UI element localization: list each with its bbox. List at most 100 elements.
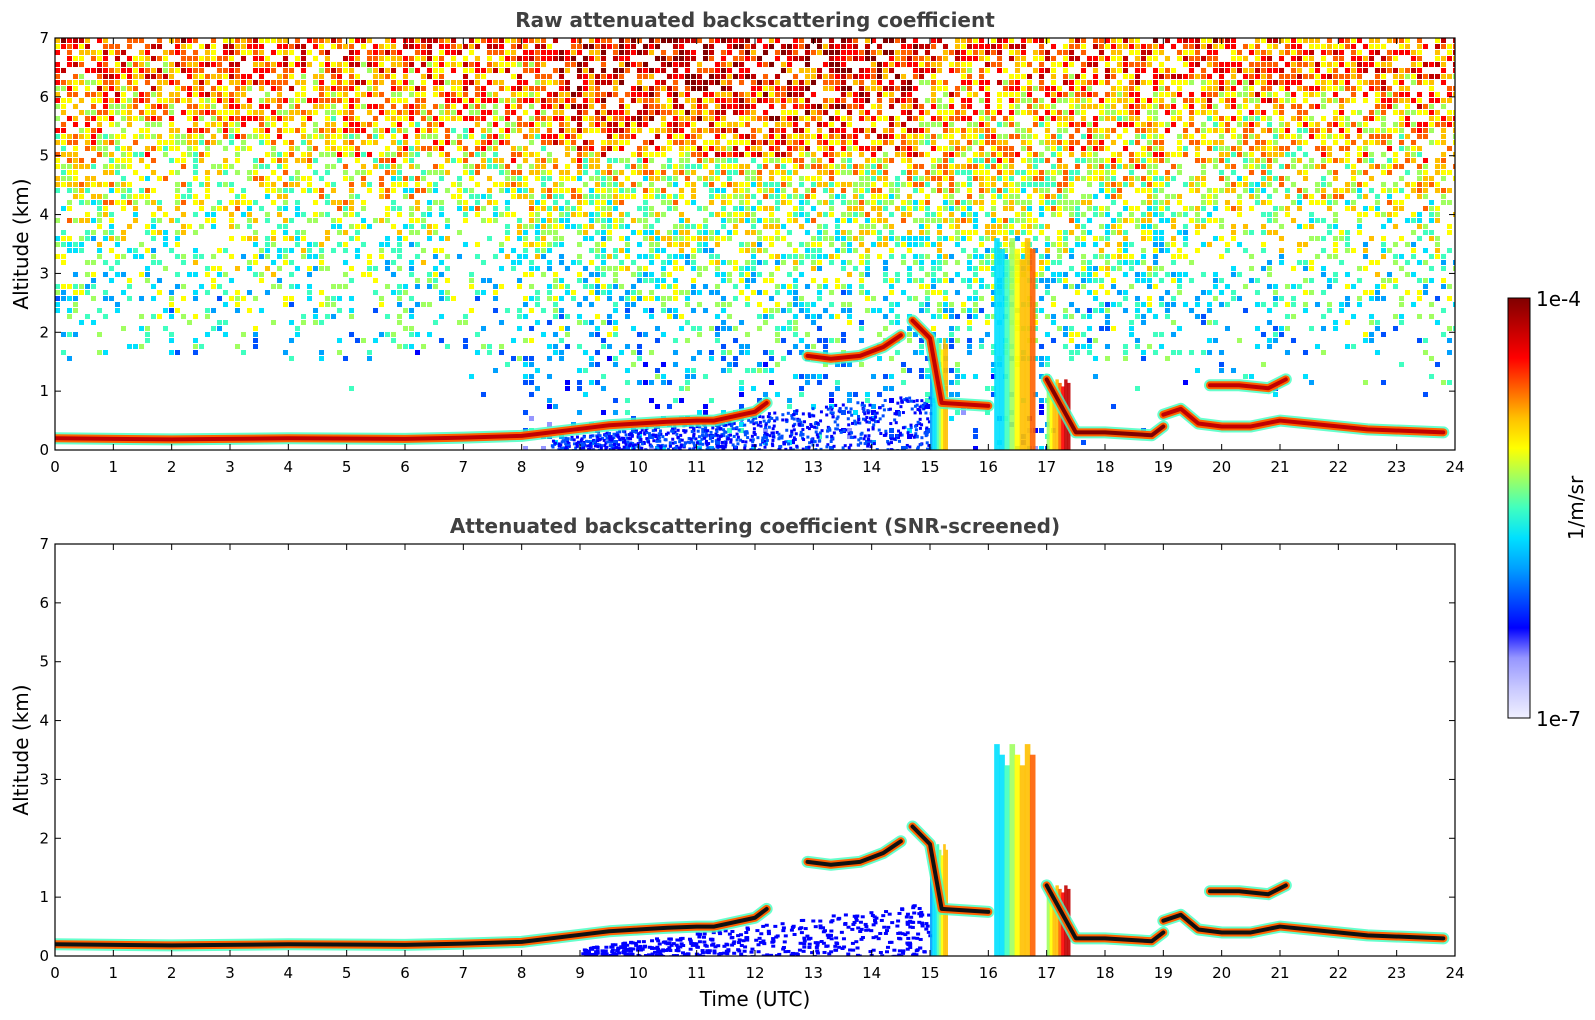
noise-cell xyxy=(1189,176,1194,181)
noise-cell xyxy=(1063,128,1068,133)
noise-cell xyxy=(925,44,930,49)
noise-cell xyxy=(1177,212,1182,217)
noise-cell xyxy=(1429,176,1434,181)
noise-cell xyxy=(1195,212,1200,217)
noise-cell xyxy=(1267,176,1272,181)
noise-cell xyxy=(1057,50,1062,55)
noise-cell xyxy=(421,74,426,79)
noise-cell xyxy=(1195,128,1200,133)
noise-cell xyxy=(307,50,312,55)
noise-cell xyxy=(283,68,288,73)
noise-cell xyxy=(913,206,918,211)
noise-cell xyxy=(457,158,462,163)
noise-cell xyxy=(379,74,384,79)
noise-cell xyxy=(1351,170,1356,175)
noise-cell xyxy=(463,200,468,205)
noise-cell xyxy=(961,152,966,157)
noise-cell xyxy=(955,44,960,49)
noise-cell xyxy=(67,86,72,91)
noise-cell xyxy=(1249,44,1254,49)
noise-cell xyxy=(703,140,708,145)
noise-cell xyxy=(1231,92,1236,97)
noise-cell xyxy=(1213,146,1218,151)
noise-cell xyxy=(619,44,624,49)
noise-cell xyxy=(529,86,534,91)
noise-cell xyxy=(1021,200,1026,205)
noise-cell xyxy=(931,68,936,73)
noise-cell xyxy=(1357,194,1362,199)
noise-cell xyxy=(1021,170,1026,175)
noise-cell xyxy=(679,152,684,157)
noise-cell xyxy=(97,116,102,121)
noise-cell xyxy=(1363,152,1368,157)
noise-cell xyxy=(247,212,252,217)
noise-cell xyxy=(205,212,210,217)
noise-cell xyxy=(1429,92,1434,97)
noise-cell xyxy=(991,50,996,55)
noise-cell xyxy=(289,68,294,73)
noise-cell xyxy=(313,98,318,103)
noise-cell xyxy=(649,116,654,121)
noise-cell xyxy=(361,80,366,85)
noise-cell xyxy=(1453,92,1455,97)
noise-cell xyxy=(1333,92,1338,97)
noise-cell xyxy=(583,44,588,49)
noise-cell xyxy=(877,176,882,181)
panel-raw: Raw attenuated backscattering coefficien… xyxy=(9,8,1465,476)
noise-cell xyxy=(1063,44,1068,49)
noise-cell xyxy=(679,110,684,115)
noise-cell xyxy=(565,206,570,211)
noise-cell xyxy=(655,176,660,181)
noise-cell xyxy=(1237,122,1242,127)
noise-cell xyxy=(277,80,282,85)
noise-cell xyxy=(1285,44,1290,49)
noise-cell xyxy=(73,62,78,67)
noise-cell xyxy=(703,104,708,109)
noise-cell xyxy=(397,62,402,67)
noise-cell xyxy=(991,194,996,199)
noise-cell xyxy=(283,98,288,103)
noise-cell xyxy=(187,152,192,157)
noise-cell xyxy=(775,170,780,175)
noise-cell xyxy=(1441,194,1446,199)
noise-cell xyxy=(181,38,186,43)
noise-cell xyxy=(613,200,618,205)
noise-cell xyxy=(151,92,156,97)
noise-cell xyxy=(979,98,984,103)
noise-cell xyxy=(229,116,234,121)
noise-cell xyxy=(931,56,936,61)
noise-cell xyxy=(739,104,744,109)
noise-cell xyxy=(1351,200,1356,205)
noise-cell xyxy=(745,74,750,79)
noise-cell xyxy=(1141,146,1146,151)
noise-cell xyxy=(835,140,840,145)
noise-cell xyxy=(1027,104,1032,109)
noise-cell xyxy=(493,140,498,145)
noise-cell xyxy=(175,80,180,85)
noise-cell xyxy=(799,176,804,181)
noise-cell xyxy=(721,200,726,205)
noise-cell xyxy=(541,164,546,169)
noise-cell xyxy=(1099,116,1104,121)
noise-cell xyxy=(1141,98,1146,103)
noise-cell xyxy=(223,158,228,163)
noise-cell xyxy=(535,44,540,49)
noise-cell xyxy=(541,170,546,175)
noise-cell xyxy=(733,170,738,175)
noise-cell xyxy=(859,50,864,55)
noise-cell xyxy=(1039,56,1044,61)
noise-cell xyxy=(325,92,330,97)
noise-cell xyxy=(781,164,786,169)
noise-cell xyxy=(1225,164,1230,169)
noise-cell xyxy=(1081,50,1086,55)
noise-cell xyxy=(1039,74,1044,79)
noise-cell xyxy=(223,86,228,91)
noise-cell xyxy=(973,80,978,85)
noise-cell xyxy=(325,194,330,199)
noise-cell xyxy=(1069,110,1074,115)
noise-cell xyxy=(1219,86,1224,91)
noise-cell xyxy=(595,110,600,115)
noise-cell xyxy=(1129,38,1134,43)
noise-cell xyxy=(1423,164,1428,169)
noise-cell xyxy=(1099,38,1104,43)
